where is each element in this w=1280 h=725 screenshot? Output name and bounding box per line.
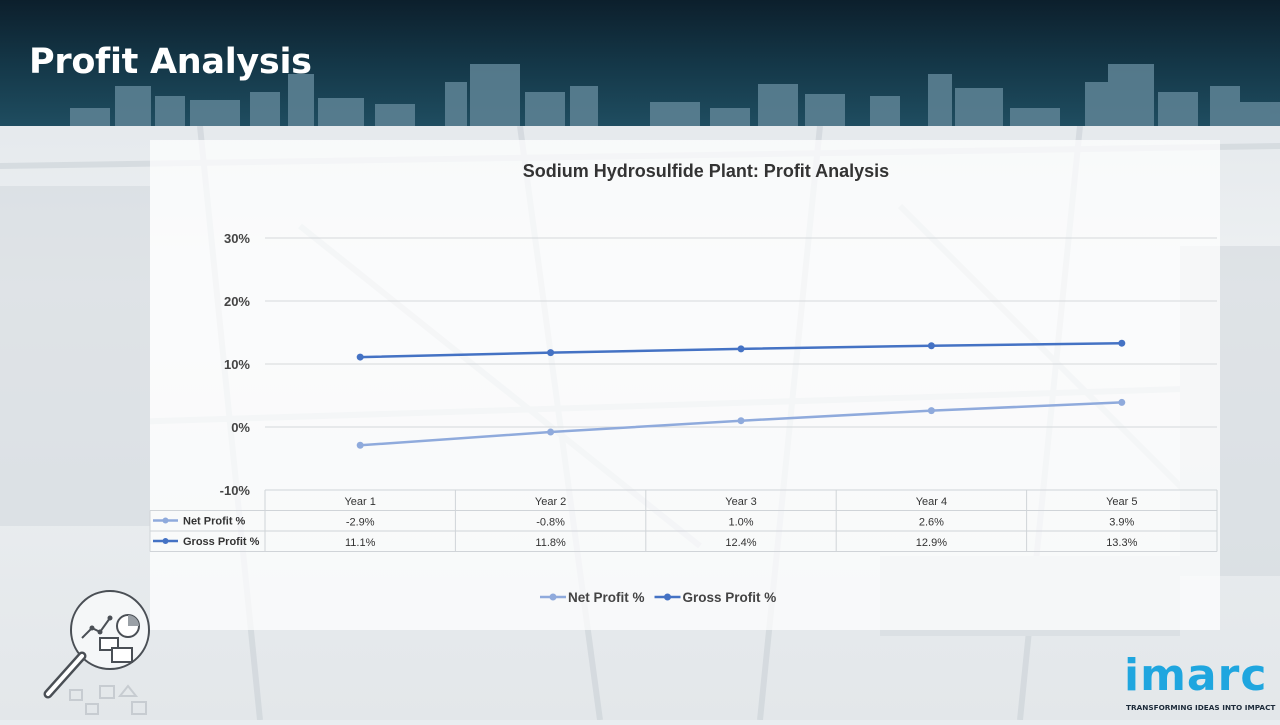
legend-label: Gross Profit % bbox=[683, 590, 777, 605]
table-cell-value: 1.0% bbox=[728, 517, 753, 529]
legend-label: Net Profit % bbox=[568, 590, 645, 605]
y-tick-label: 10% bbox=[224, 357, 250, 372]
data-point bbox=[927, 342, 935, 350]
category-label: Year 3 bbox=[725, 496, 756, 508]
data-table: Year 1 Year 2 Year 3 Year 4 Year 5 Net Profit… bbox=[149, 489, 1218, 552]
chart-title: Sodium Hydrosulfide Plant: Profit Analys… bbox=[523, 161, 889, 181]
magnifier-analytics-icon bbox=[40, 590, 156, 720]
legend-marker bbox=[664, 593, 672, 601]
table-cell-value: -0.8% bbox=[536, 517, 565, 529]
page-title: Profit Analysis bbox=[29, 42, 312, 82]
table-cell-value: 12.9% bbox=[916, 537, 947, 549]
y-tick-label: 30% bbox=[224, 231, 250, 246]
table-cell-value: 3.9% bbox=[1109, 517, 1134, 529]
y-tick-label: -10% bbox=[220, 483, 251, 498]
series-lines bbox=[356, 339, 1126, 449]
data-point bbox=[1118, 398, 1126, 406]
y-axis: -10% 0% 10% 20% 30% bbox=[220, 231, 251, 498]
table-cell-value: 12.4% bbox=[725, 537, 756, 549]
table-cell-value: -2.9% bbox=[346, 517, 375, 529]
data-point bbox=[1118, 339, 1126, 347]
imarc-logo: imarc TRANSFORMING IDEAS INTO IMPACT bbox=[1124, 650, 1276, 714]
category-label: Year 4 bbox=[916, 496, 947, 508]
table-cell-value: 11.8% bbox=[535, 537, 566, 549]
data-point bbox=[547, 349, 555, 357]
data-point bbox=[356, 353, 364, 361]
city-skyline-illustration bbox=[70, 64, 1280, 126]
category-label: Year 5 bbox=[1106, 496, 1137, 508]
table-series-name: Net Profit % bbox=[183, 516, 246, 528]
header-banner: Profit Analysis bbox=[0, 0, 1280, 126]
y-tick-label: 0% bbox=[231, 420, 250, 435]
category-label: Year 2 bbox=[535, 496, 566, 508]
data-point bbox=[927, 407, 935, 415]
table-cell-value: 2.6% bbox=[919, 517, 944, 529]
logo-tagline: TRANSFORMING IDEAS INTO IMPACT bbox=[1126, 703, 1276, 712]
data-point bbox=[547, 428, 555, 436]
table-series-name: Gross Profit % bbox=[183, 536, 260, 548]
table-cell-value: 13.3% bbox=[1106, 537, 1137, 549]
gridlines bbox=[265, 237, 1217, 491]
chart-panel bbox=[150, 140, 1220, 630]
legend: Net Profit % Gross Profit % bbox=[540, 590, 776, 605]
table-legend-marker bbox=[162, 517, 169, 524]
table-legend-marker bbox=[162, 538, 169, 544]
category-label: Year 1 bbox=[344, 496, 375, 508]
legend-marker bbox=[549, 593, 557, 601]
logo-wordmark: imarc bbox=[1124, 650, 1268, 701]
data-point bbox=[356, 441, 364, 449]
y-tick-label: 20% bbox=[224, 294, 250, 309]
data-point bbox=[737, 345, 745, 353]
table-cell-value: 11.1% bbox=[345, 537, 376, 549]
data-point bbox=[737, 417, 745, 425]
